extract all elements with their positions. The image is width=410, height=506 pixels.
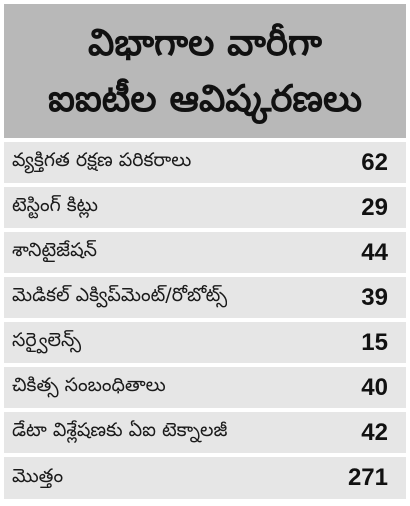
table-row: డేటా విశ్లేషణకు ఏఐ టెక్నాలజీ 42 bbox=[4, 412, 406, 453]
table-row: టెస్టింగ్ కిట్లు 29 bbox=[4, 187, 406, 228]
header-title-line-2: ఐఐటీల ఆవిష్కరణలు bbox=[47, 77, 363, 120]
table-row: శానిటైజేషన్ 44 bbox=[4, 232, 406, 273]
row-value: 29 bbox=[361, 193, 388, 221]
table-header: విభాగాల వారీగా ఐఐటీల ఆవిష్కరణలు bbox=[4, 4, 406, 138]
total-label: మొత్తం bbox=[12, 464, 64, 487]
row-value: 44 bbox=[361, 238, 388, 266]
row-label: డేటా విశ్లేషణకు ఏఐ టెక్నాలజీ bbox=[12, 419, 228, 441]
row-label: సర్వైలెన్స్ bbox=[12, 329, 82, 351]
header-title-line-1: విభాగాల వారీగా bbox=[88, 21, 322, 64]
total-row: మొత్తం 271 bbox=[4, 457, 406, 499]
row-value: 62 bbox=[361, 148, 388, 176]
row-value: 42 bbox=[361, 418, 388, 446]
row-label: టెస్టింగ్ కిట్లు bbox=[12, 194, 98, 216]
row-value: 40 bbox=[361, 373, 388, 401]
row-value: 39 bbox=[361, 283, 388, 311]
row-label: శానిటైజేషన్ bbox=[12, 239, 97, 261]
row-label: మెడికల్ ఎక్విప్‌మెంట్/రోబోట్స్ bbox=[12, 284, 228, 306]
category-table: వ్యక్తిగత రక్షణ పరికరాలు 62 టెస్టింగ్ కి… bbox=[4, 142, 406, 499]
table-row: మెడికల్ ఎక్విప్‌మెంట్/రోబోట్స్ 39 bbox=[4, 277, 406, 318]
table-row: చికిత్స సంబంధితాలు 40 bbox=[4, 367, 406, 408]
table-row: వ్యక్తిగత రక్షణ పరికరాలు 62 bbox=[4, 142, 406, 183]
total-value: 271 bbox=[347, 464, 388, 491]
table-row: సర్వైలెన్స్ 15 bbox=[4, 322, 406, 363]
row-label: చికిత్స సంబంధితాలు bbox=[12, 374, 166, 396]
row-value: 15 bbox=[361, 328, 388, 356]
row-label: వ్యక్తిగత రక్షణ పరికరాలు bbox=[12, 149, 192, 171]
